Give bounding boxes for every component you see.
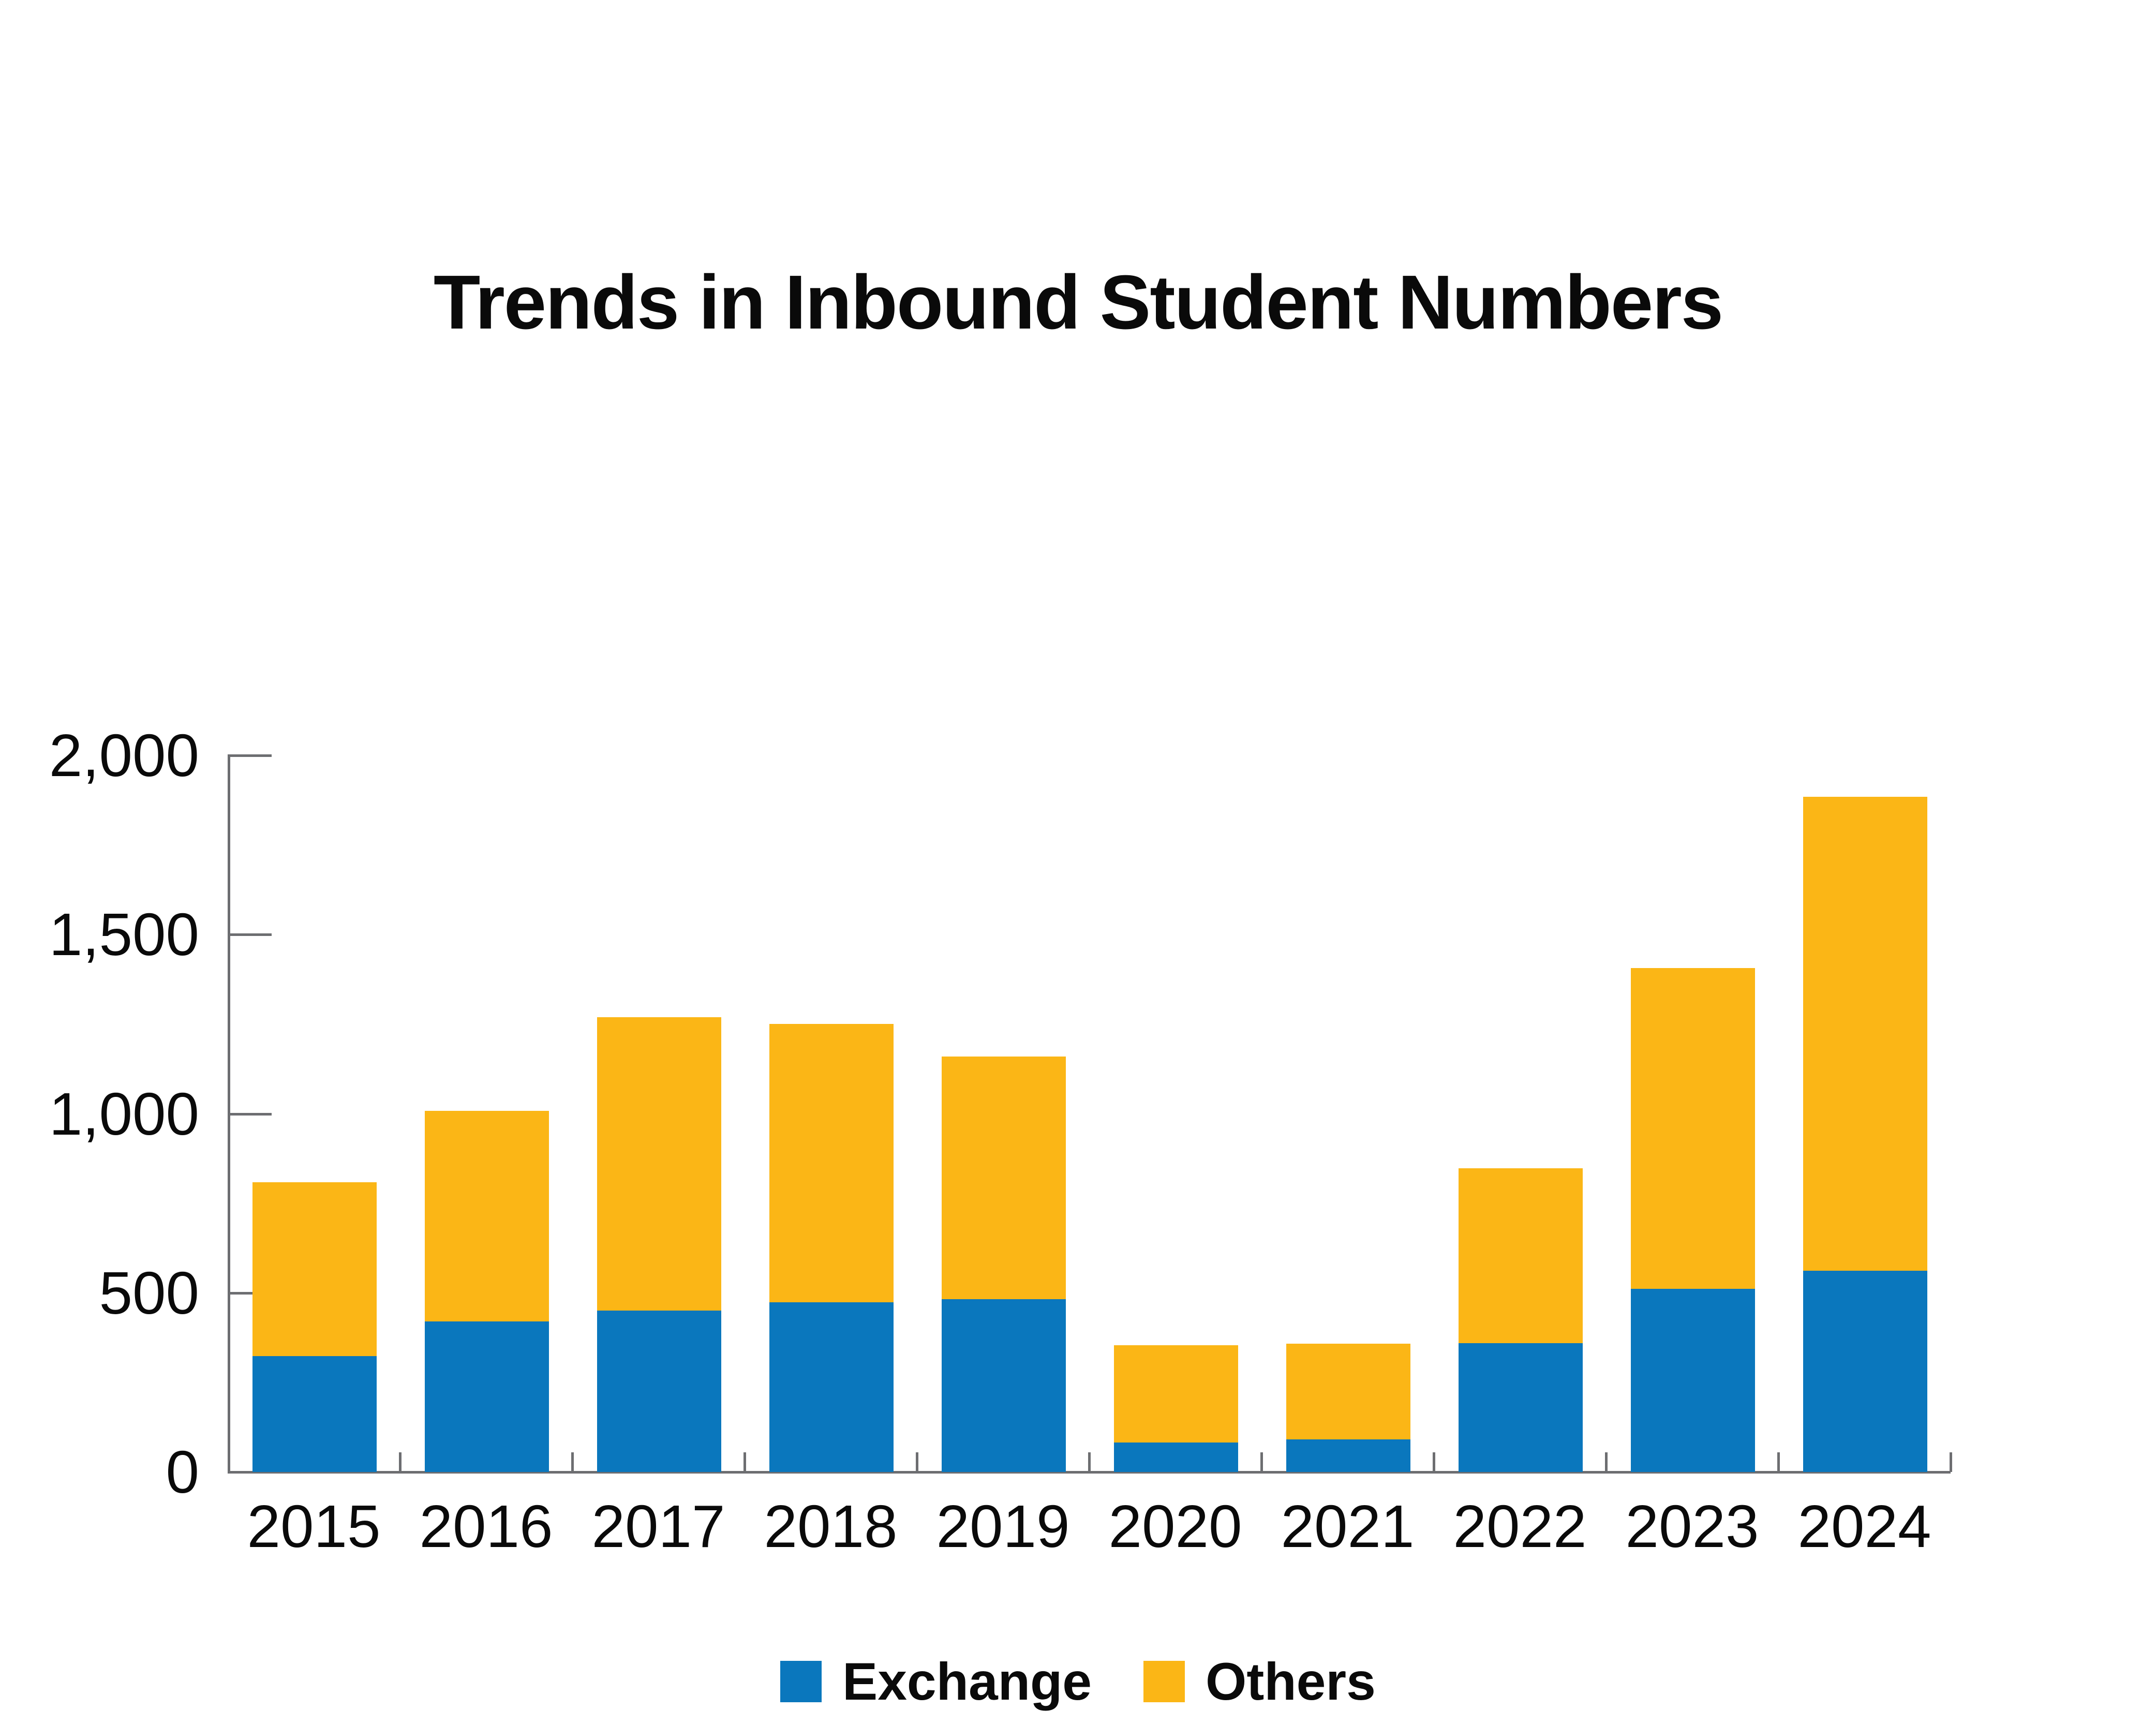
bar-2021[interactable] xyxy=(1286,1344,1410,1472)
legend-swatch-icon xyxy=(1143,1661,1185,1702)
bar-2016[interactable] xyxy=(425,1110,549,1472)
x-tick xyxy=(399,1452,402,1472)
bar-2018[interactable] xyxy=(769,1024,894,1472)
legend-item-exchange[interactable]: Exchange xyxy=(780,1650,1092,1713)
bar-segment-others[interactable] xyxy=(1286,1344,1410,1439)
x-tick xyxy=(1605,1452,1608,1472)
bar-2020[interactable] xyxy=(1114,1345,1238,1472)
x-tick-label: 2016 xyxy=(419,1493,553,1560)
y-tick-label: 2,000 xyxy=(49,722,199,789)
bar-segment-others[interactable] xyxy=(942,1056,1066,1299)
x-tick-label: 2023 xyxy=(1625,1493,1759,1560)
bar-2017[interactable] xyxy=(597,1017,721,1472)
bar-segment-exchange[interactable] xyxy=(1631,1289,1755,1472)
y-tick-label: 0 xyxy=(166,1438,199,1506)
x-tick xyxy=(1260,1452,1263,1472)
y-tick-label: 500 xyxy=(99,1259,199,1327)
x-tick xyxy=(1433,1452,1435,1472)
y-tick-label: 1,000 xyxy=(49,1080,199,1148)
bar-2015[interactable] xyxy=(252,1182,377,1472)
bar-segment-others[interactable] xyxy=(1631,968,1755,1289)
chart-title: Trends in Inbound Student Numbers xyxy=(433,260,1723,345)
legend-label: Exchange xyxy=(842,1652,1092,1711)
bar-segment-exchange[interactable] xyxy=(1803,1270,1927,1472)
x-tick-label: 2024 xyxy=(1797,1493,1931,1560)
bar-2019[interactable] xyxy=(942,1056,1066,1472)
bar-2022[interactable] xyxy=(1459,1168,1583,1472)
x-tick-label: 2021 xyxy=(1281,1493,1415,1560)
x-tick-label: 2019 xyxy=(936,1493,1070,1560)
y-tick xyxy=(228,1112,272,1116)
bar-segment-exchange[interactable] xyxy=(769,1302,894,1472)
legend-item-others[interactable]: Others xyxy=(1143,1650,1376,1713)
x-axis-line xyxy=(228,1471,1951,1474)
bar-segment-exchange[interactable] xyxy=(1114,1442,1238,1472)
y-tick xyxy=(228,933,272,936)
x-tick xyxy=(1777,1452,1780,1472)
x-tick-label: 2017 xyxy=(591,1493,725,1560)
legend: Exchange Others xyxy=(0,1650,2156,1713)
bar-segment-others[interactable] xyxy=(769,1024,894,1302)
x-tick-label: 2020 xyxy=(1108,1493,1242,1560)
bar-segment-exchange[interactable] xyxy=(942,1299,1066,1472)
plot-area: 0 500 1,000 1,500 2,000 2015 2016 2017 2018 2019 2… xyxy=(49,725,1952,1560)
bar-segment-others[interactable] xyxy=(252,1182,377,1357)
y-tick xyxy=(228,754,272,757)
bar-segment-exchange[interactable] xyxy=(1286,1439,1410,1472)
bar-segment-exchange[interactable] xyxy=(1459,1343,1583,1472)
bar-segment-exchange[interactable] xyxy=(597,1311,721,1472)
bar-segment-exchange[interactable] xyxy=(252,1356,377,1472)
bar-segment-others[interactable] xyxy=(1114,1345,1238,1443)
bar-segment-others[interactable] xyxy=(1803,796,1927,1271)
bar-2023[interactable] xyxy=(1631,968,1755,1472)
bar-2024[interactable] xyxy=(1803,796,1927,1472)
bar-segment-others[interactable] xyxy=(1459,1168,1583,1344)
legend-label: Others xyxy=(1206,1652,1376,1711)
x-tick-label: 2022 xyxy=(1453,1493,1587,1560)
x-tick xyxy=(1088,1452,1091,1472)
bar-segment-others[interactable] xyxy=(425,1110,549,1322)
x-tick xyxy=(1950,1452,1952,1472)
bar-segment-exchange[interactable] xyxy=(425,1321,549,1472)
x-tick xyxy=(916,1452,918,1472)
legend-swatch-icon xyxy=(780,1661,822,1702)
x-tick-label: 2018 xyxy=(764,1493,898,1560)
x-tick xyxy=(571,1452,574,1472)
x-tick xyxy=(744,1452,746,1472)
y-tick-label: 1,500 xyxy=(49,901,199,969)
x-tick-label: 2015 xyxy=(247,1493,381,1560)
bar-segment-others[interactable] xyxy=(597,1017,721,1311)
y-tick xyxy=(228,1291,272,1295)
